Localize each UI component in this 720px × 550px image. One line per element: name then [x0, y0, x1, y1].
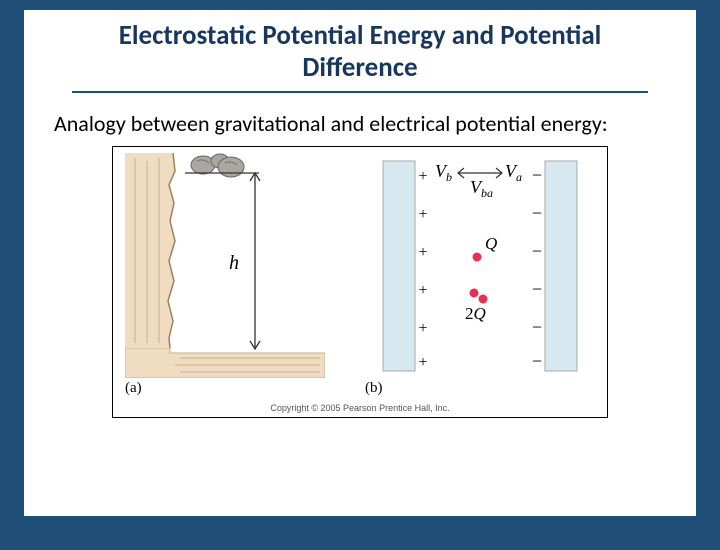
ground	[125, 348, 325, 378]
svg-text:−: −	[532, 203, 542, 223]
panel-b: + + + + + + − − − − −	[365, 153, 595, 397]
negative-plate	[545, 161, 577, 371]
panel-a: h (a)	[125, 153, 325, 397]
panel-b-label: (b)	[365, 380, 595, 397]
gravitational-diagram: h	[125, 153, 325, 378]
svg-text:+: +	[418, 244, 427, 261]
svg-text:+: +	[418, 282, 427, 299]
slide-subtitle: Analogy between gravitational and electr…	[54, 111, 666, 136]
svg-text:+: +	[418, 354, 427, 371]
svg-text:2Q: 2Q	[465, 304, 486, 323]
svg-text:−: −	[532, 279, 542, 299]
panel-a-label: (a)	[125, 380, 325, 397]
svg-text:−: −	[532, 317, 542, 337]
positive-plate	[383, 161, 415, 371]
plus-signs: + + + + + +	[418, 168, 427, 371]
charges: Q 2Q	[465, 234, 497, 323]
svg-text:−: −	[532, 165, 542, 185]
svg-text:Va: Va	[505, 161, 522, 184]
svg-text:+: +	[418, 168, 427, 185]
figure-container: h (a) + + +	[54, 146, 666, 418]
figure: h (a) + + +	[112, 146, 608, 418]
svg-text:+: +	[418, 206, 427, 223]
height-arrow	[185, 173, 260, 349]
svg-text:+: +	[418, 320, 427, 337]
figure-panels: h (a) + + +	[125, 153, 595, 397]
svg-text:−: −	[532, 351, 542, 371]
top-labels: Vb Va Vba	[435, 161, 522, 200]
slide-content: Electrostatic Potential Energy and Poten…	[24, 10, 696, 516]
electrical-diagram: + + + + + + − − − − −	[365, 153, 595, 378]
height-label: h	[229, 252, 239, 274]
figure-copyright: Copyright © 2005 Pearson Prentice Hall, …	[270, 403, 449, 413]
minus-signs: − − − − − −	[532, 165, 542, 371]
svg-text:Vba: Vba	[470, 177, 493, 200]
svg-text:Vb: Vb	[435, 161, 452, 184]
svg-text:Q: Q	[485, 234, 497, 253]
slide-title: Electrostatic Potential Energy and Poten…	[72, 20, 648, 93]
cliff	[125, 153, 175, 348]
svg-text:−: −	[532, 241, 542, 261]
